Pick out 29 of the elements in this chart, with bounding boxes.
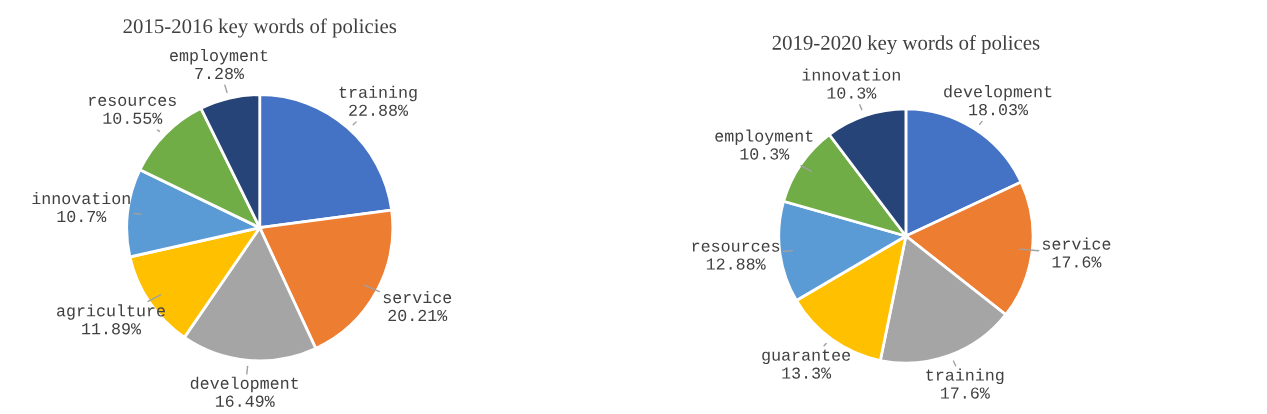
slice-label: guarantee	[762, 349, 851, 365]
slice-label: service	[383, 290, 452, 304]
data-label: 20.21%	[388, 309, 448, 322]
slice-label: innovation	[32, 191, 130, 205]
slice-label: employment	[715, 129, 813, 146]
chart-title: 2019-2020 key words of polices	[772, 34, 1040, 55]
data-label: 10.3%	[740, 148, 790, 160]
data-label: 18.03%	[969, 103, 1029, 116]
slice-label: service	[1042, 237, 1111, 250]
slice-label: training	[339, 85, 417, 102]
data-label: 10.7%	[57, 210, 107, 223]
data-label: 7.28%	[195, 67, 245, 80]
slice-label: development	[190, 376, 298, 393]
data-label: 10.55%	[103, 112, 163, 124]
data-label: 11.89%	[82, 323, 142, 335]
slice-label: employment	[170, 48, 268, 65]
slice-label: development	[944, 85, 1052, 101]
data-label: 22.88%	[349, 104, 409, 116]
data-label: 17.6%	[1052, 256, 1102, 268]
chart-title: 2015-2016 key words of policies	[123, 18, 397, 38]
slice-label: training	[926, 368, 1004, 385]
slice-label: resources	[692, 242, 780, 252]
data-label: 17.6%	[941, 387, 990, 399]
slice-label: resources	[89, 96, 176, 106]
data-label: 10.3%	[827, 87, 877, 99]
slice-label: innovation	[802, 68, 900, 81]
data-label: 16.49%	[215, 395, 275, 407]
data-label: 12.88%	[706, 258, 766, 270]
data-label: 13.3%	[782, 367, 832, 379]
